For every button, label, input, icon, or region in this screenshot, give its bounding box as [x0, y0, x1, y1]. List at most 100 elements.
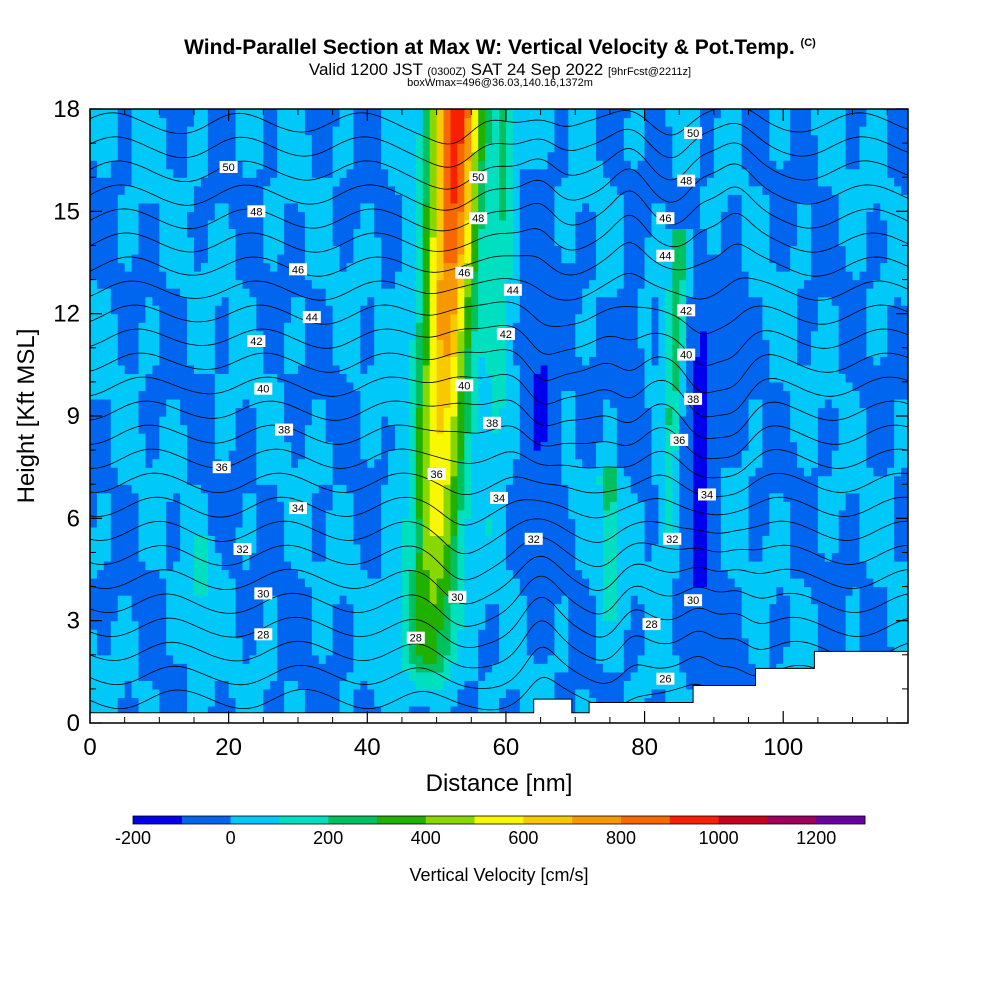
- velocity-cell: [395, 526, 403, 536]
- velocity-cell: [388, 296, 396, 306]
- velocity-cell: [152, 364, 160, 374]
- velocity-cell: [180, 398, 188, 409]
- velocity-cell: [291, 143, 299, 153]
- velocity-cell: [166, 398, 174, 409]
- velocity-cell: [291, 688, 299, 699]
- velocity-cell: [159, 364, 167, 374]
- velocity-cell: [388, 458, 396, 468]
- velocity-cell: [207, 526, 216, 536]
- velocity-cell: [422, 347, 431, 357]
- velocity-cell: [131, 211, 140, 221]
- velocity-cell: [166, 168, 174, 178]
- velocity-cell: [457, 296, 465, 306]
- velocity-cell: [173, 560, 181, 571]
- velocity-cell: [131, 663, 140, 673]
- velocity-cell: [318, 475, 327, 485]
- velocity-cell: [207, 560, 216, 571]
- velocity-cell: [415, 484, 424, 494]
- velocity-cell: [471, 109, 479, 119]
- velocity-cell: [291, 126, 299, 136]
- velocity-cell: [346, 305, 355, 315]
- velocity-cell: [173, 518, 181, 528]
- velocity-cell: [138, 526, 147, 536]
- velocity-cell: [360, 177, 368, 187]
- velocity-cell: [395, 620, 403, 630]
- velocity-cell: [311, 143, 320, 153]
- velocity-cell: [492, 151, 500, 161]
- velocity-cell: [540, 492, 549, 502]
- vertical-velocity-field: [90, 109, 908, 723]
- velocity-cell: [443, 458, 452, 468]
- velocity-cell: [533, 646, 542, 656]
- velocity-cell: [256, 279, 264, 289]
- velocity-cell: [284, 253, 292, 264]
- velocity-cell: [436, 646, 445, 656]
- velocity-cell: [291, 390, 299, 400]
- velocity-cell: [214, 177, 223, 187]
- velocity-cell: [381, 424, 389, 434]
- velocity-cell: [395, 586, 403, 596]
- velocity-cell: [561, 629, 569, 639]
- velocity-cell: [332, 509, 341, 519]
- velocity-cell: [457, 305, 465, 315]
- velocity-cell: [228, 646, 237, 656]
- velocity-cell: [304, 705, 313, 716]
- velocity-cell: [492, 339, 500, 349]
- velocity-cell: [159, 211, 167, 221]
- velocity-cell: [526, 373, 535, 383]
- velocity-cell: [249, 322, 257, 332]
- velocity-cell: [519, 552, 528, 562]
- velocity-cell: [159, 441, 167, 451]
- velocity-cell: [228, 441, 237, 451]
- velocity-cell: [214, 347, 223, 357]
- velocity-cell: [374, 194, 382, 204]
- velocity-cell: [235, 194, 244, 204]
- velocity-cell: [464, 688, 472, 699]
- velocity-cell: [187, 211, 195, 221]
- velocity-cell: [200, 356, 209, 366]
- velocity-cell: [90, 194, 98, 204]
- velocity-cell: [228, 381, 237, 392]
- velocity-cell: [263, 219, 271, 229]
- velocity-cell: [360, 185, 368, 195]
- velocity-cell: [214, 117, 223, 127]
- velocity-cell: [353, 381, 361, 392]
- velocity-cell: [360, 322, 368, 332]
- velocity-cell: [166, 381, 174, 392]
- velocity-cell: [388, 654, 396, 664]
- velocity-cell: [180, 356, 188, 366]
- velocity-cell: [388, 364, 396, 374]
- velocity-cell: [284, 501, 292, 511]
- velocity-cell: [207, 271, 216, 281]
- velocity-cell: [242, 347, 251, 357]
- velocity-cell: [304, 398, 313, 409]
- velocity-cell: [367, 535, 375, 545]
- velocity-cell: [332, 177, 341, 187]
- velocity-cell: [200, 441, 209, 451]
- velocity-cell: [374, 313, 382, 323]
- velocity-cell: [103, 356, 112, 366]
- velocity-cell: [395, 373, 403, 383]
- velocity-cell: [180, 245, 188, 255]
- velocity-cell: [332, 654, 341, 664]
- velocity-cell: [284, 569, 292, 579]
- velocity-cell: [325, 603, 334, 613]
- velocity-cell: [547, 680, 556, 690]
- velocity-cell: [173, 339, 181, 349]
- velocity-cell: [180, 143, 188, 153]
- velocity-cell: [526, 595, 535, 605]
- velocity-cell: [214, 654, 223, 664]
- velocity-cell: [471, 194, 479, 204]
- velocity-cell: [318, 620, 327, 630]
- velocity-cell: [297, 416, 306, 426]
- velocity-cell: [124, 305, 133, 315]
- velocity-cell: [332, 569, 341, 579]
- velocity-cell: [519, 578, 528, 588]
- velocity-cell: [450, 697, 458, 707]
- velocity-cell: [228, 578, 237, 588]
- velocity-cell: [415, 339, 424, 349]
- velocity-cell: [103, 629, 112, 639]
- velocity-cell: [485, 441, 493, 451]
- velocity-cell: [200, 543, 209, 554]
- velocity-cell: [117, 407, 126, 417]
